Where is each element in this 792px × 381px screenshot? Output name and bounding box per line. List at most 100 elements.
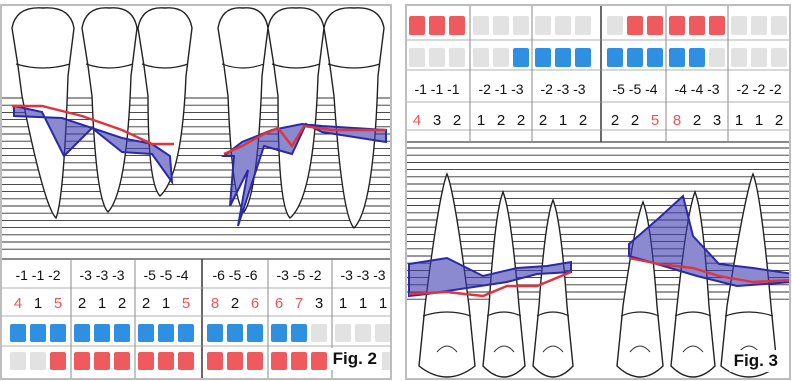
bleeding-cell [271, 324, 287, 342]
pocket-depth-value: 3 [713, 112, 721, 129]
plaque-cell [114, 352, 130, 370]
bleeding-cell [575, 48, 591, 67]
plaque-cell [709, 16, 725, 35]
recession-values: -4 -4 -3 [674, 81, 719, 97]
pocket-depth-value: 2 [693, 112, 701, 129]
bleeding-cell [94, 324, 110, 342]
plaque-cell [731, 16, 747, 35]
bleeding-cell [291, 324, 307, 342]
plaque-cell [94, 352, 110, 370]
tooth-cej-line [422, 311, 472, 317]
plaque-cell [207, 352, 223, 370]
pocket-depth-value: 5 [54, 295, 62, 312]
bleeding-cell [771, 48, 787, 67]
gingival-margin-line [408, 270, 572, 298]
recession-values: -3 -3 -3 [340, 267, 385, 283]
tooth [267, 7, 325, 219]
plaque-cell [311, 352, 327, 370]
bleeding-cell [473, 48, 489, 67]
plaque-cell [449, 16, 465, 35]
pocket-depth-value: 3 [315, 295, 323, 312]
bleeding-cell [114, 324, 130, 342]
recession-values: -5 -5 -4 [143, 267, 188, 283]
figure-2-diagram: -1 -1 -24 1 5-3 -3 -32 1 2-5 -5 -42 1 5-6 -5 -… [2, 7, 390, 378]
tooth-cej-line [536, 311, 570, 317]
pocket-depth-value: 1 [379, 295, 387, 312]
bleeding-cell [138, 324, 154, 342]
plaque-cell [178, 352, 194, 370]
tooth-cej-line [724, 311, 774, 317]
pocket-depth-value: 2 [775, 112, 783, 129]
plaque-cell [513, 16, 529, 35]
tooth [81, 7, 138, 214]
figure-2-panel: -1 -1 -2 4 1 5 -3 -3 -3 2 1 2 -5 -5 -4 2 1 5 -6 -5 -… [0, 4, 392, 380]
bleeding-cell [10, 324, 26, 342]
pocket-depth-value: 2 [142, 295, 150, 312]
bleeding-cell [709, 48, 725, 67]
bleeding-cell [627, 48, 643, 67]
tooth [482, 190, 526, 378]
plaque-cell [227, 352, 243, 370]
recession-values: -1 -1 -1 [414, 81, 459, 97]
tooth-root-line [542, 345, 564, 353]
pocket-depth-value: 2 [497, 112, 505, 129]
recession-values: -3 -5 -2 [276, 267, 321, 283]
plaque-cell [535, 16, 551, 35]
bleeding-cell [669, 48, 685, 67]
tooth-cej-line [486, 311, 522, 317]
tooth [323, 7, 385, 229]
pocket-depth-value: 1 [162, 295, 170, 312]
plaque-cell [429, 16, 445, 35]
pocket-depth-value: 3 [433, 112, 441, 129]
plaque-cell [10, 352, 26, 370]
bleeding-cell [207, 324, 223, 342]
pocket-depth-value: 4 [413, 112, 421, 129]
plaque-cell [473, 16, 489, 35]
pocket-depth-value: 1 [755, 112, 763, 129]
plaque-cell [158, 352, 174, 370]
pocket-depth-value: 2 [631, 112, 639, 129]
recession-values: -1 -1 -2 [15, 267, 60, 283]
bleeding-cell [335, 324, 351, 342]
pocket-depth-value: 8 [673, 112, 681, 129]
plaque-cell [409, 16, 425, 35]
tooth-cej-line [674, 311, 712, 317]
bleeding-cell [429, 48, 445, 67]
plaque-cell [751, 16, 767, 35]
plaque-cell [771, 16, 787, 35]
pocket-depth-value: 1 [477, 112, 485, 129]
bleeding-cell [178, 324, 194, 342]
pocket-depth-value: 2 [579, 112, 587, 129]
bleeding-cell [555, 48, 571, 67]
plaque-cell [627, 16, 643, 35]
pocket-depth-value: 2 [611, 112, 619, 129]
bleeding-cell [607, 48, 623, 67]
bleeding-cell [50, 324, 66, 342]
bleeding-cell [689, 48, 705, 67]
recession-values: -2 -2 -2 [736, 81, 781, 97]
tooth-cej-line [141, 63, 189, 69]
bleeding-cell [535, 48, 551, 67]
bleeding-cell [311, 324, 327, 342]
recession-values: -2 -3 -3 [540, 81, 585, 97]
figure-3-diagram: -1 -1 -14 3 2-2 -1 -31 2 2-2 -3 -32 1 2-5 -5 -… [407, 6, 789, 378]
bleeding-cell [74, 324, 90, 342]
tooth [532, 198, 574, 378]
tooth-root-line [629, 345, 651, 353]
pocket-depth-value: 2 [453, 112, 461, 129]
pocket-depth-value: 5 [182, 295, 190, 312]
bleeding-cell [30, 324, 46, 342]
probing-depth-area-left [13, 104, 174, 186]
pocket-depth-value: 2 [78, 295, 86, 312]
tooth-cej-line [15, 63, 71, 69]
figure-2-label: Fig. 2 [327, 348, 382, 370]
pocket-depth-value: 1 [98, 295, 106, 312]
figure-3-label: Fig. 3 [728, 350, 783, 372]
recession-values: -2 -1 -3 [478, 81, 523, 97]
plaque-cell [493, 16, 509, 35]
pocket-depth-value: 7 [295, 295, 303, 312]
plaque-cell [669, 16, 685, 35]
gingival-margin-line [628, 256, 789, 284]
pocket-depth-value: 2 [517, 112, 525, 129]
plaque-cell [247, 352, 263, 370]
